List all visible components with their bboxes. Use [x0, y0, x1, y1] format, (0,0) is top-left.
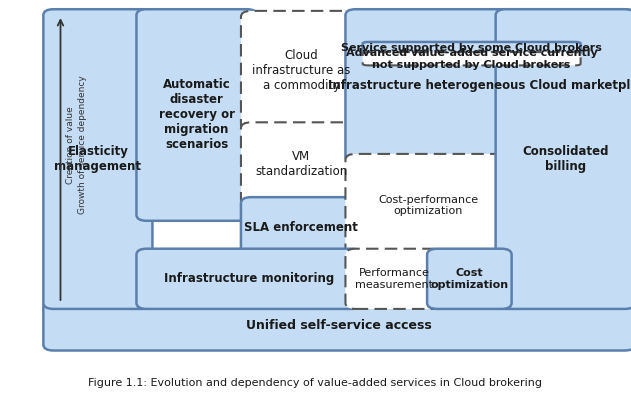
Text: Creation of value: Creation of value [66, 106, 75, 184]
FancyBboxPatch shape [363, 52, 581, 65]
Text: Consolidated
billing: Consolidated billing [522, 145, 608, 173]
Text: SLA enforcement: SLA enforcement [244, 221, 358, 234]
Text: Growth of service dependency: Growth of service dependency [78, 76, 86, 214]
Text: Service supported by some Cloud brokers: Service supported by some Cloud brokers [341, 43, 602, 53]
FancyBboxPatch shape [427, 249, 512, 309]
FancyBboxPatch shape [136, 9, 257, 221]
Text: Elasticity
management: Elasticity management [54, 145, 141, 173]
Text: Cost-performance
optimization: Cost-performance optimization [379, 195, 478, 217]
Text: Advanced value-added service currently
not supported by Cloud brokers: Advanced value-added service currently n… [346, 48, 598, 70]
FancyBboxPatch shape [345, 249, 443, 309]
FancyBboxPatch shape [363, 42, 581, 54]
FancyBboxPatch shape [44, 9, 153, 309]
FancyBboxPatch shape [241, 122, 362, 206]
FancyBboxPatch shape [241, 11, 362, 131]
Text: VM
standardization: VM standardization [255, 150, 347, 178]
Text: Figure 1.1: Evolution and dependency of value-added services in Cloud brokering: Figure 1.1: Evolution and dependency of … [88, 378, 543, 388]
FancyBboxPatch shape [44, 300, 631, 350]
FancyBboxPatch shape [241, 197, 362, 257]
Text: Infrastructure heterogeneous Cloud marketplace: Infrastructure heterogeneous Cloud marke… [327, 79, 631, 92]
FancyBboxPatch shape [345, 154, 512, 257]
Text: Unified self-service access: Unified self-service access [246, 319, 432, 332]
FancyBboxPatch shape [495, 9, 631, 309]
Text: Infrastructure monitoring: Infrastructure monitoring [164, 272, 334, 286]
Text: Cost
optimization: Cost optimization [430, 268, 509, 289]
FancyBboxPatch shape [136, 249, 362, 309]
FancyBboxPatch shape [345, 9, 631, 163]
Text: Performance
measurement: Performance measurement [355, 268, 433, 289]
Text: Automatic
disaster
recovery or
migration
scenarios: Automatic disaster recovery or migration… [158, 78, 235, 152]
Text: Cloud
infrastructure as
a commodity: Cloud infrastructure as a commodity [252, 50, 350, 92]
